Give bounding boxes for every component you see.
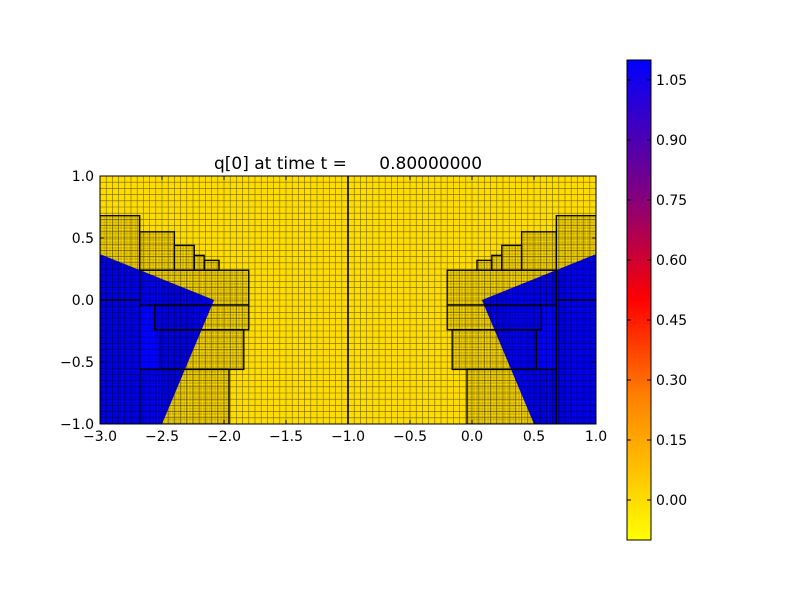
x-tick-label: 1.0: [585, 429, 607, 445]
x-tick-label: −3.0: [83, 429, 117, 445]
colorbar-tick-label: 0.45: [656, 313, 687, 329]
patch-mesh-11: [556, 215, 596, 301]
patch-mesh-18: [451, 328, 537, 370]
x-tick-label: −0.5: [393, 429, 427, 445]
x-tick-label: −2.0: [207, 429, 241, 445]
x-axis: −3.0 −2.5 −2.0 −1.5 −1.0 −0.5 0.0 0.5 1.0: [83, 176, 607, 445]
patch-mesh-8: [159, 328, 244, 370]
colorbar-tick-label: 0.15: [656, 433, 687, 449]
colorbar-tick-label: 0.30: [656, 373, 687, 389]
x-tick-label: 0.5: [523, 429, 545, 445]
patch-layer: [100, 215, 596, 424]
chart-title: q[0] at time t = 0.80000000: [214, 154, 482, 174]
y-tick-label: 1.0: [72, 169, 94, 185]
colorbar-fill: [627, 60, 651, 540]
y-tick-label: 0.5: [72, 231, 94, 247]
colorbar-ticks: 0.00 0.15 0.30 0.45 0.60 0.75 0.90 1.05: [627, 73, 687, 509]
colorbar-tick-label: 0.75: [656, 193, 687, 209]
x-tick-label: −1.0: [331, 429, 365, 445]
plot-area: [99, 175, 597, 425]
colorbar-tick-label: 0.60: [656, 253, 687, 269]
refinement-patch-9: [139, 368, 230, 424]
colorbar-tick-label: 0.00: [656, 493, 687, 509]
patch-mesh-0: [100, 299, 141, 424]
patch-mesh-10: [556, 299, 596, 424]
colorbar-tick-label: 0.90: [656, 133, 687, 149]
y-tick-label: −1.0: [60, 417, 94, 433]
y-tick-label: 0.0: [72, 293, 94, 309]
x-tick-label: −1.5: [269, 429, 303, 445]
y-axis: 1.0 0.5 0.0 −0.5 −1.0: [60, 169, 596, 433]
y-tick-label: −0.5: [60, 355, 94, 371]
region-right-lower-blue: [481, 254, 596, 424]
refinement-patch-19: [466, 368, 557, 424]
patch-mesh-1: [100, 215, 141, 301]
region-left-lower-blue: [100, 254, 215, 424]
regions-layer: [100, 254, 596, 424]
x-tick-label: −2.5: [145, 429, 179, 445]
colorbar-tick-label: 1.05: [656, 73, 687, 89]
colorbar-frame: [626, 59, 652, 541]
colorbar: 0.00 0.15 0.30 0.45 0.60 0.75 0.90 1.05: [626, 59, 687, 541]
x-tick-label: 0.0: [461, 429, 483, 445]
